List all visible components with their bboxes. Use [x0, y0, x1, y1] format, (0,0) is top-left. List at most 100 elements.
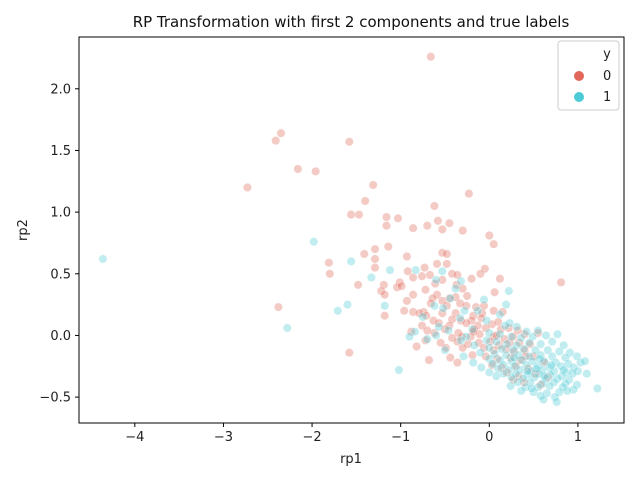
data-point-series-0-85: [498, 307, 508, 317]
data-point-series-1-24: [482, 316, 492, 326]
data-point-series-1-149: [535, 354, 545, 364]
data-point-series-1-103: [394, 365, 404, 375]
data-point-series-0-33: [432, 259, 442, 269]
data-point-series-0-21: [458, 226, 468, 236]
data-point-series-0-94: [461, 318, 471, 328]
y-tick-label: 0.5: [50, 267, 71, 282]
data-point-series-1-6: [366, 272, 376, 282]
data-point-series-1-16: [380, 301, 390, 311]
data-point-series-0-57: [380, 290, 390, 300]
data-point-series-1-32: [443, 325, 453, 335]
data-point-series-1-82: [563, 359, 573, 369]
data-point-series-0-79: [421, 311, 431, 321]
data-point-series-1-7: [431, 275, 441, 285]
data-point-series-1-4: [411, 265, 421, 275]
legend-label-1: 1: [603, 90, 611, 105]
data-point-series-1-39: [495, 329, 505, 339]
data-point-series-1-114: [518, 374, 528, 384]
data-point-series-1-54: [559, 340, 569, 350]
data-point-series-0-145: [452, 358, 462, 368]
data-point-series-1-131: [592, 383, 602, 393]
data-point-series-0-47: [495, 274, 505, 284]
data-point-series-0-34: [442, 259, 452, 269]
data-point-series-0-1: [276, 128, 286, 138]
data-point-series-1-0: [98, 254, 108, 264]
data-point-series-0-74: [479, 301, 489, 311]
data-point-series-1-21: [495, 309, 505, 319]
data-point-series-1-43: [541, 330, 551, 340]
data-point-series-1-84: [580, 356, 590, 366]
data-point-series-0-64: [428, 293, 438, 303]
data-point-series-1-112: [491, 371, 501, 381]
data-point-series-1-27: [434, 322, 444, 332]
data-point-series-1-69: [524, 351, 534, 361]
data-point-series-1-75: [484, 354, 494, 364]
data-point-series-0-126: [514, 338, 524, 348]
data-point-series-1-51: [524, 338, 534, 348]
data-point-series-1-56: [484, 343, 494, 353]
data-point-series-1-141: [562, 386, 572, 396]
data-point-series-1-136: [550, 392, 560, 402]
data-point-series-0-26: [437, 248, 447, 258]
data-point-series-0-92: [434, 318, 444, 328]
y-tick-label: 1.5: [50, 144, 71, 159]
data-point-series-0-97: [493, 317, 503, 327]
data-point-series-0-28: [442, 249, 452, 259]
y-tick-label: 1.0: [50, 206, 71, 221]
data-point-series-0-22: [484, 231, 494, 241]
data-point-series-0-10: [429, 201, 439, 211]
data-point-series-1-90: [533, 361, 543, 371]
data-point-series-0-160: [491, 330, 501, 340]
data-point-series-1-50: [512, 340, 522, 350]
data-point-series-0-29: [370, 254, 380, 264]
data-point-series-0-52: [430, 279, 440, 289]
data-point-series-1-119: [513, 377, 523, 387]
data-point-series-1-140: [552, 397, 562, 407]
data-point-series-1-68: [513, 350, 523, 360]
data-point-series-0-39: [475, 269, 485, 279]
plot-frame: [78, 36, 625, 424]
data-point-series-1-17: [333, 306, 343, 316]
data-point-series-0-54: [458, 284, 468, 294]
data-point-series-1-148: [509, 353, 519, 363]
data-point-series-0-37: [370, 263, 380, 273]
data-point-series-0-9: [360, 196, 370, 206]
data-point-series-1-25: [505, 318, 515, 328]
data-point-series-1-5: [437, 266, 447, 276]
data-point-series-1-45: [422, 334, 432, 344]
data-point-series-1-143: [539, 371, 549, 381]
data-point-series-1-14: [429, 301, 439, 311]
data-point-series-1-26: [282, 323, 292, 333]
x-tick-label: −3: [214, 430, 233, 445]
data-point-series-0-12: [354, 210, 364, 220]
data-point-series-0-40: [425, 270, 435, 280]
data-point-series-1-15: [501, 300, 511, 310]
data-point-series-0-55: [420, 285, 430, 295]
data-point-series-1-142: [522, 366, 532, 376]
data-point-series-0-144: [344, 348, 354, 358]
data-point-series-1-80: [539, 356, 549, 366]
data-point-series-1-53: [547, 337, 557, 347]
data-point-series-1-40: [506, 332, 516, 342]
x-tick-label: 0: [485, 430, 493, 445]
data-point-series-0-30: [359, 249, 369, 259]
data-point-series-0-107: [406, 327, 416, 337]
data-point-series-0-129: [441, 343, 451, 353]
data-point-series-1-9: [451, 284, 461, 294]
data-point-series-0-128: [412, 341, 422, 351]
data-point-series-0-58: [408, 290, 418, 300]
data-point-series-1-38: [461, 332, 471, 342]
y-tick-label: 0.0: [50, 329, 71, 344]
data-point-series-1-138: [516, 386, 526, 396]
data-point-series-1-2: [346, 256, 356, 266]
data-point-series-1-125: [506, 381, 516, 391]
data-point-series-1-3: [385, 265, 395, 275]
data-point-series-1-13: [342, 300, 352, 310]
data-point-series-1-19: [459, 306, 469, 316]
data-point-series-1-59: [519, 344, 529, 354]
data-point-series-1-76: [495, 355, 505, 365]
data-point-series-0-87: [414, 308, 424, 318]
data-point-series-0-4: [293, 164, 303, 174]
x-tick-label: −2: [302, 430, 321, 445]
